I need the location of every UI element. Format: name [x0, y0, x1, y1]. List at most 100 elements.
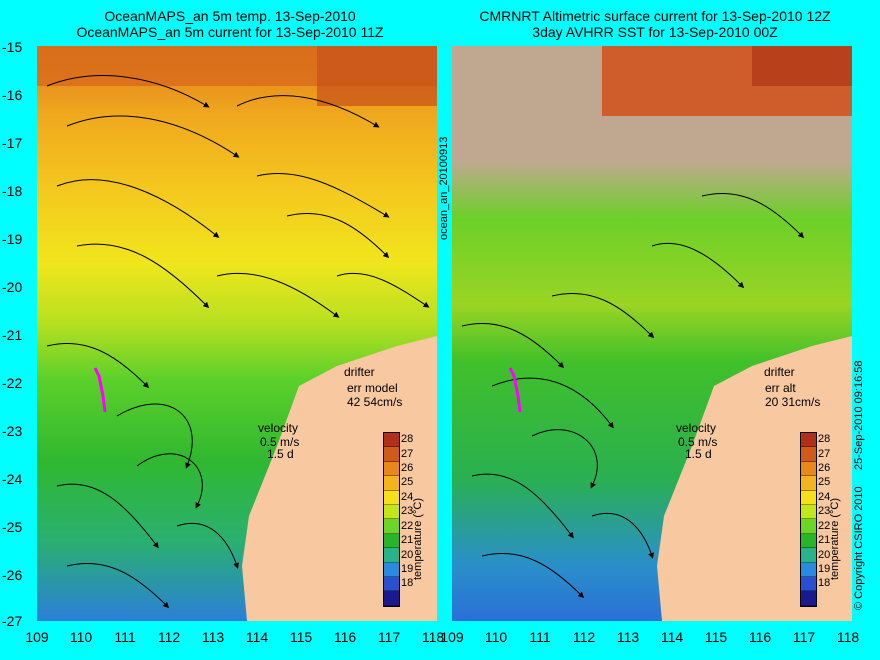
colorbar-segment	[384, 476, 399, 491]
colorbar-tick-label: 21	[401, 534, 414, 547]
drifter-track	[508, 367, 522, 413]
lon-tick: 111	[114, 629, 136, 645]
colorbar-tick-label: 26	[401, 462, 414, 475]
left-title-line1: OceanMAPS_an 5m temp. 13-Sep-2010	[104, 8, 356, 24]
left-colorbar-title: temperature (°C)	[412, 497, 424, 580]
lon-tick: 110	[69, 629, 93, 645]
lat-tick: -21	[2, 327, 23, 343]
colorbar-tick-label: 24	[401, 490, 414, 503]
lat-tick: -25	[2, 519, 23, 535]
colorbar-segment	[384, 519, 399, 534]
colorbar-segment	[384, 577, 399, 592]
colorbar-segment	[384, 447, 399, 462]
right-velocity-time: 1.5 d	[685, 447, 712, 461]
right-title: CMRNRT Altimetric surface current for 13…	[450, 8, 860, 40]
colorbar-tick-label: 26	[818, 462, 831, 475]
colorbar-segment	[801, 461, 816, 477]
colorbar-tick-label: 18	[818, 577, 831, 590]
run-label: ocean_an_20100913	[438, 136, 450, 240]
timestamp-label: 25-Sep-2010 09:16:58	[853, 360, 865, 470]
lat-tick: -20	[2, 279, 23, 295]
right-colorbar-title: temperature (°C)	[829, 497, 841, 580]
colorbar-tick-label: 18	[401, 577, 414, 590]
left-velocity-label: velocity	[258, 421, 299, 435]
right-title-line1: CMRNRT Altimetric surface current for 13…	[479, 8, 831, 24]
colorbar-segment	[801, 476, 816, 491]
colorbar-segment	[384, 505, 399, 520]
colorbar-segment	[801, 505, 816, 520]
colorbar-tick-label: 27	[818, 447, 831, 460]
lon-tick: 117	[377, 629, 401, 645]
left-err-value: 42 54cm/s	[347, 395, 403, 409]
right-map[interactable]	[452, 46, 852, 621]
left-map-canvas	[37, 46, 437, 621]
right-velocity-speed: 0.5 m/s	[678, 435, 718, 449]
lat-tick: -26	[2, 567, 23, 583]
lon-tick: 115	[289, 629, 313, 645]
right-colorbar	[800, 432, 817, 607]
right-drifter-label: drifter	[764, 365, 795, 379]
lat-tick: -24	[2, 471, 23, 487]
lat-tick: -15	[2, 39, 23, 55]
lon-tick: 111	[529, 629, 551, 645]
left-err-label: err model	[347, 381, 398, 395]
colorbar-segment	[384, 548, 399, 563]
lon-tick: 113	[201, 629, 225, 645]
left-title: OceanMAPS_an 5m temp. 13-Sep-2010 OceanM…	[60, 8, 400, 40]
colorbar-segment	[801, 533, 816, 549]
colorbar-segment	[801, 548, 816, 563]
left-velocity-speed: 0.5 m/s	[260, 435, 300, 449]
lat-tick: -23	[2, 423, 23, 439]
copyright-label: © Copyright CSIRO 2010	[853, 486, 865, 610]
lon-tick: 118	[421, 629, 445, 645]
lon-tick: 109	[25, 629, 49, 645]
colorbar-segment	[801, 519, 816, 534]
lon-tick: 114	[245, 629, 269, 645]
colorbar-segment	[801, 591, 816, 606]
lat-tick: -18	[2, 183, 23, 199]
colorbar-tick-label: 19	[818, 562, 831, 575]
right-err-label: err alt	[765, 381, 796, 395]
colorbar-tick-label: 19	[401, 562, 414, 575]
colorbar-segment	[384, 533, 399, 549]
colorbar-tick-label: 22	[401, 519, 414, 532]
lon-tick: 116	[748, 629, 772, 645]
lon-tick: 117	[792, 629, 816, 645]
colorbar-tick-label: 21	[818, 534, 831, 547]
left-velocity-time: 1.5 d	[267, 447, 294, 461]
colorbar-segment	[801, 490, 816, 506]
colorbar-tick-label: 20	[401, 548, 414, 561]
lon-tick: 109	[440, 629, 464, 645]
colorbar-segment	[384, 562, 399, 578]
right-velocity-label: velocity	[676, 421, 717, 435]
colorbar-tick-label: 28	[818, 433, 831, 446]
drifter-track	[93, 367, 107, 413]
colorbar-tick-label: 23	[818, 505, 831, 518]
lat-tick: -27	[2, 613, 23, 629]
colorbar-segment	[801, 562, 816, 578]
lon-tick: 113	[616, 629, 640, 645]
colorbar-segment	[801, 433, 816, 448]
lat-tick: -17	[2, 135, 23, 151]
lon-tick: 116	[333, 629, 357, 645]
lat-tick: -22	[2, 375, 23, 391]
colorbar-segment	[384, 490, 399, 506]
colorbar-tick-label: 25	[401, 476, 414, 489]
left-title-line2: OceanMAPS_an 5m current for 13-Sep-2010 …	[76, 24, 384, 40]
colorbar-tick-label: 20	[818, 548, 831, 561]
lat-tick: -16	[2, 87, 23, 103]
colorbar-segment	[384, 591, 399, 606]
colorbar-segment	[384, 461, 399, 477]
right-title-line2: 3day AVHRR SST for 13-Sep-2010 00Z	[532, 24, 778, 40]
lon-tick: 118	[836, 629, 860, 645]
left-map[interactable]	[37, 46, 437, 621]
colorbar-tick-label: 22	[818, 519, 831, 532]
lon-tick: 110	[484, 629, 508, 645]
colorbar-segment	[801, 447, 816, 462]
left-colorbar	[383, 432, 400, 607]
colorbar-tick-label: 24	[818, 490, 831, 503]
right-map-canvas	[452, 46, 852, 621]
colorbar-segment	[384, 433, 399, 448]
lon-tick: 112	[572, 629, 596, 645]
colorbar-tick-label: 27	[401, 447, 414, 460]
